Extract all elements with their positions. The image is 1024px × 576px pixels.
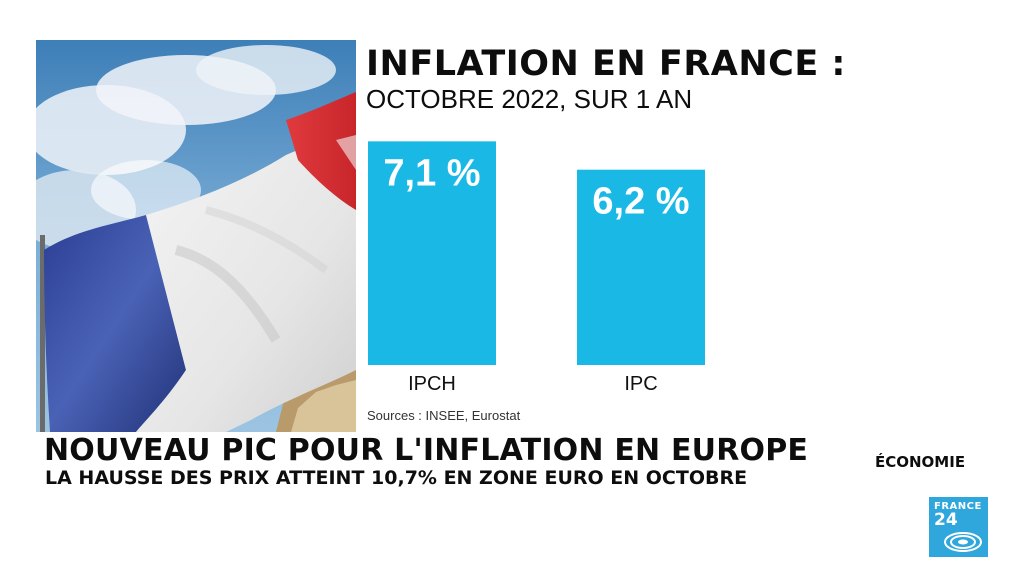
chart-sources: Sources : INSEE, Eurostat bbox=[367, 408, 521, 423]
bar-value-label-ipc: 6,2 % bbox=[592, 181, 689, 223]
section-label: ÉCONOMIE bbox=[875, 453, 966, 471]
france24-logo: FRANCE 24 bbox=[929, 497, 988, 557]
chart-title: INFLATION EN FRANCE : bbox=[366, 44, 846, 84]
logo-text-24: 24 bbox=[934, 510, 958, 530]
banner-subheadline: LA HAUSSE DES PRIX ATTEINT 10,7% EN ZONE… bbox=[45, 467, 748, 489]
bar-value-label-ipch: 7,1 % bbox=[383, 152, 480, 194]
chart-subtitle: OCTOBRE 2022, SUR 1 AN bbox=[366, 84, 693, 114]
news-banner bbox=[36, 432, 988, 490]
french-flag-photo bbox=[36, 40, 356, 432]
logo-text-france: FRANCE bbox=[934, 501, 982, 512]
category-label-ipch: IPCH bbox=[408, 373, 456, 395]
bar-ipc bbox=[577, 169, 705, 365]
logo-waves-icon bbox=[944, 532, 982, 552]
ticker-strip bbox=[36, 498, 926, 556]
bar-chart: 7,1 % IPCH 6,2 % IPC bbox=[368, 141, 705, 395]
bar-ipch bbox=[368, 141, 496, 365]
category-label-ipc: IPC bbox=[624, 373, 657, 395]
banner-headline: NOUVEAU PIC POUR L'INFLATION EN EUROPE bbox=[44, 433, 809, 468]
